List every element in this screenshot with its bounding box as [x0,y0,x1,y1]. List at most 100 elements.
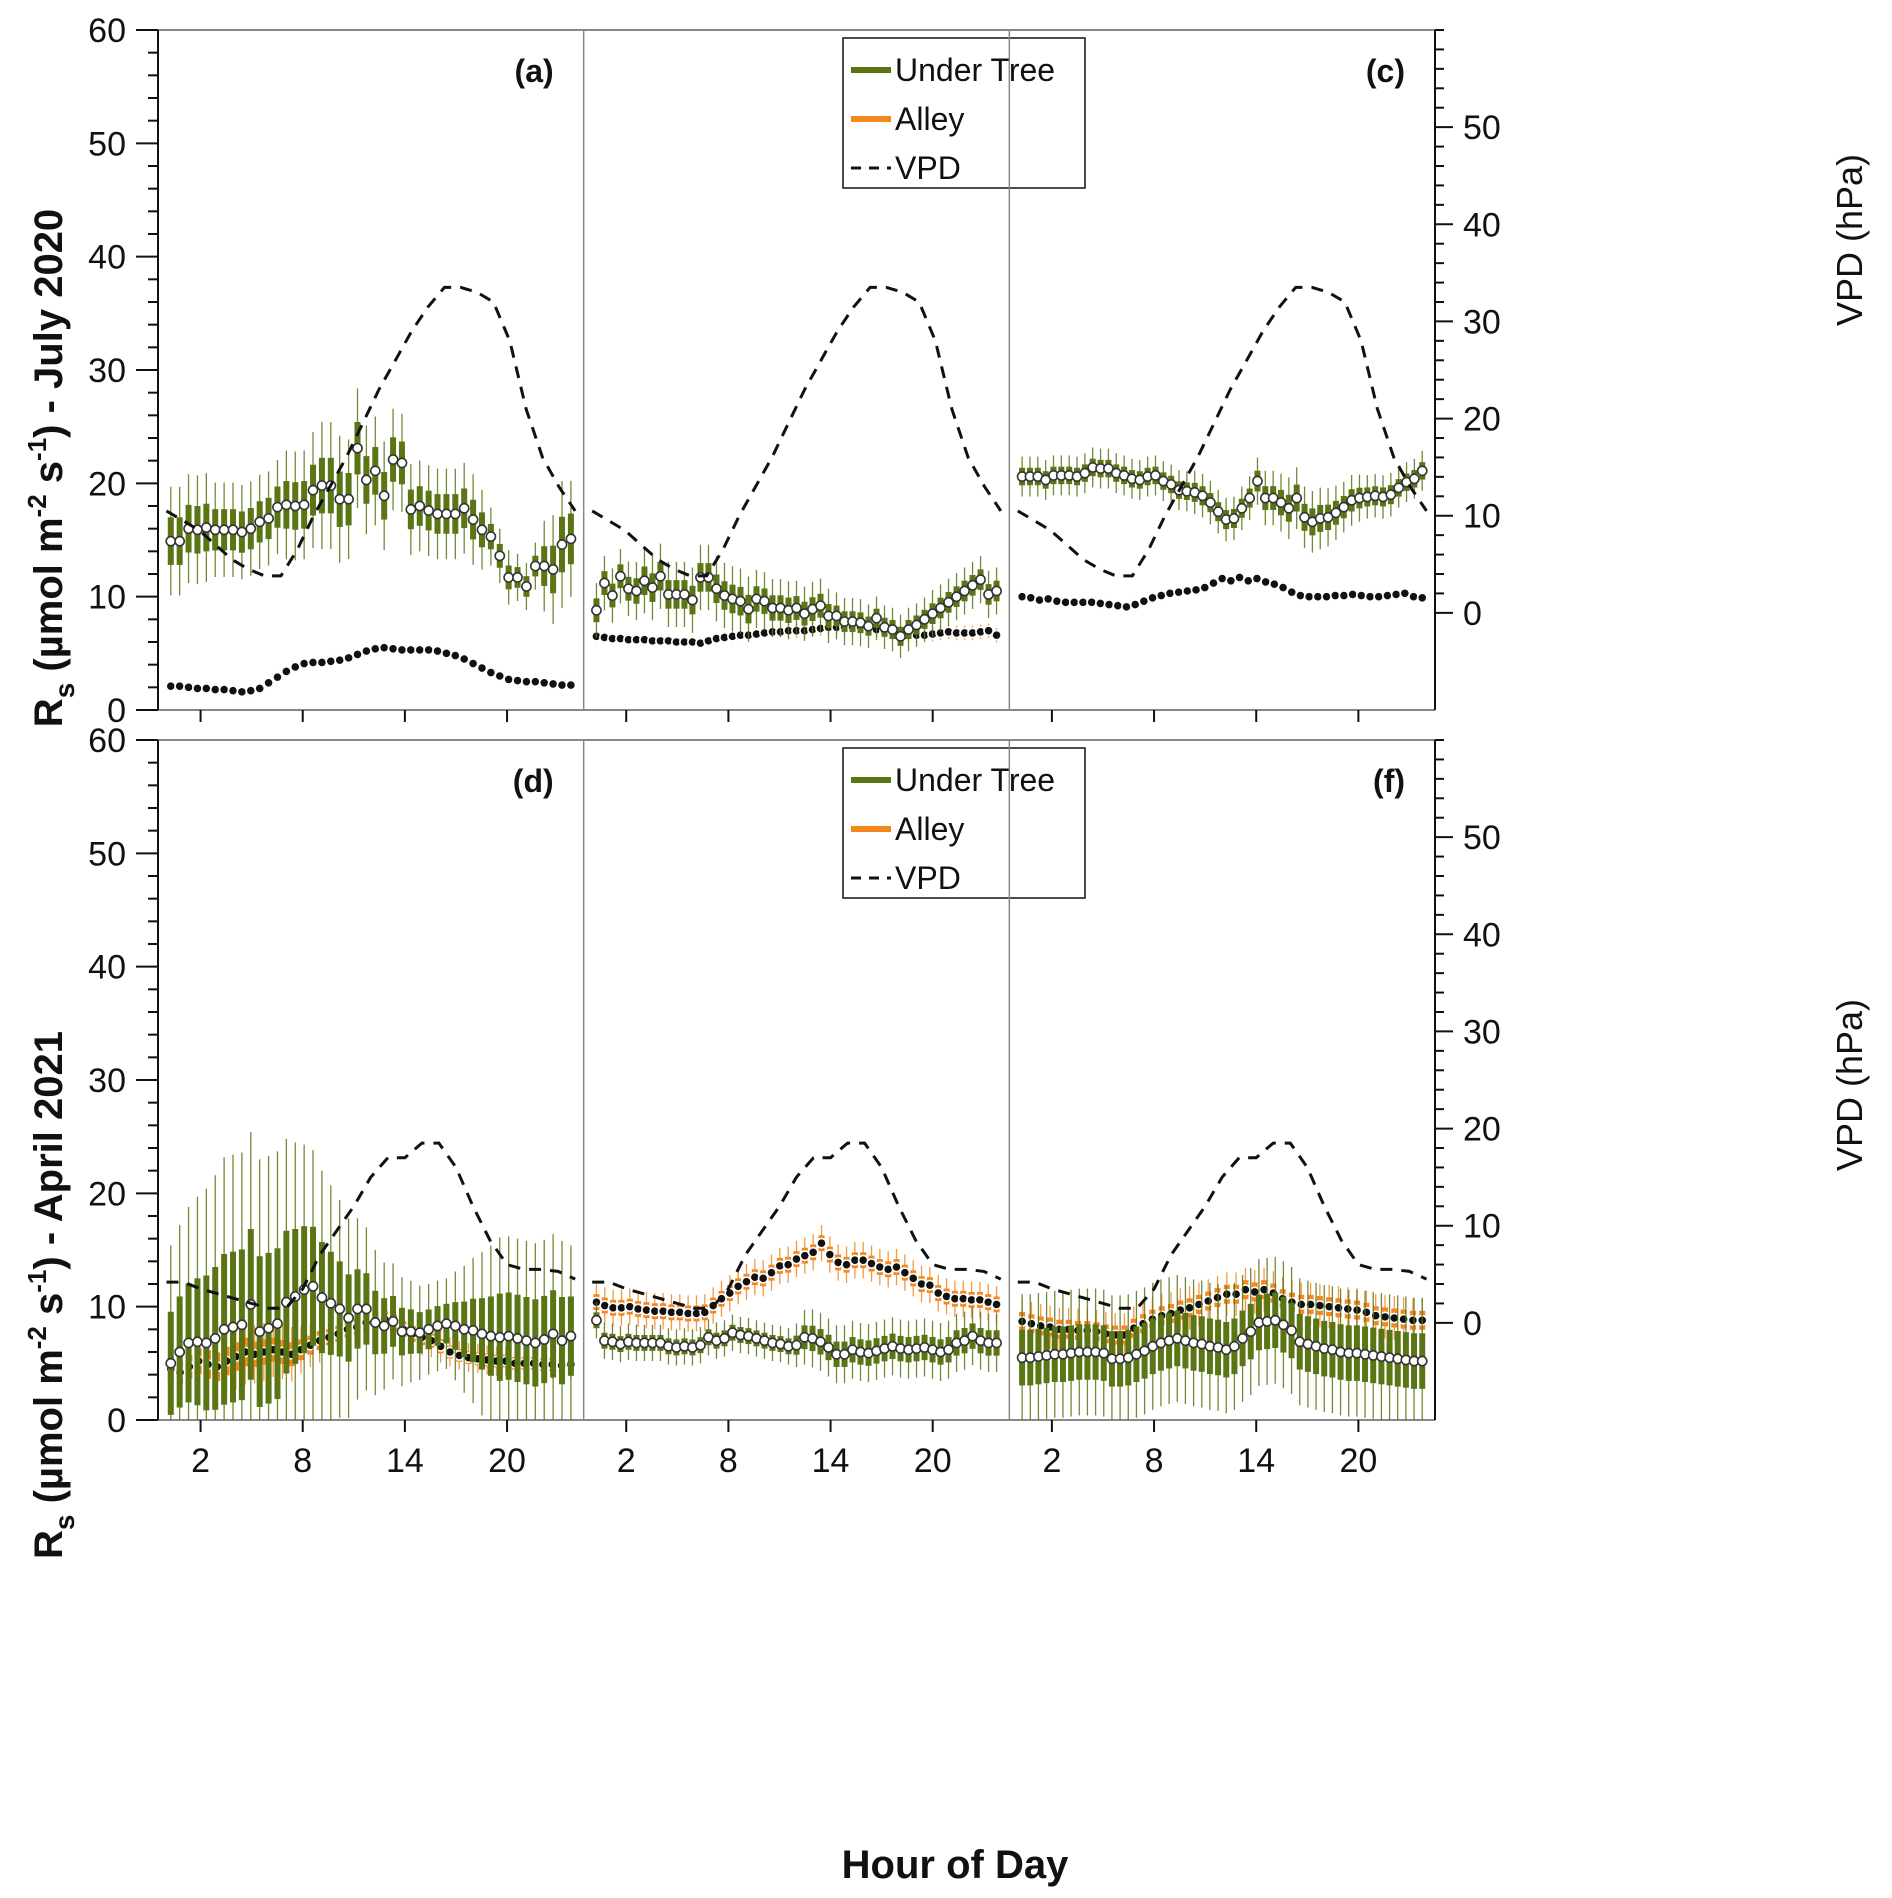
under-tree-box [879,605,890,650]
y2-tick-label: 10 [1463,498,1501,536]
y-tick-label: 40 [88,239,126,277]
under-tree-box [547,1234,559,1420]
alley-box [874,1248,886,1286]
alley-median [1199,582,1211,593]
panel-f: 2 8 14 20 (f) [1008,740,1428,1480]
under-tree-box [1354,474,1365,522]
alley-box [280,666,292,677]
alley-median [280,666,292,677]
under-tree-median [449,1320,461,1332]
under-tree-box [879,1319,890,1378]
under-tree-box [695,1327,706,1364]
alley-box [405,644,417,656]
under-tree-box [1302,1280,1314,1408]
under-tree-box [799,1310,810,1365]
legend-label: VPD [895,150,961,186]
under-tree-box [1180,1277,1191,1405]
ylabel-unit-s: s [27,461,71,494]
under-tree-box [687,1329,698,1366]
row-april-2021: 0 10 20 30 40 50 60 0 10 20 30 40 50 2 8 14 20 (d) 2 8 14 20 (… [88,722,1501,1480]
under-tree-box [871,596,882,640]
ylabel-sup-1: -1 [22,438,52,461]
alley-box [782,1246,794,1283]
under-tree-box [903,607,914,652]
under-tree-median [695,1339,706,1351]
under-tree-box [1384,1294,1395,1420]
y-tick-label: 40 [88,949,126,987]
alley-box [1103,599,1115,611]
under-tree-box [529,542,541,590]
under-tree-median [831,610,842,622]
y2-tick-label: 40 [1463,916,1501,954]
y2-tick-label: 0 [1463,1305,1482,1343]
alley-median [1138,595,1150,607]
alley-box [732,1268,744,1305]
alley-box [641,1291,652,1329]
under-tree-median [360,474,372,486]
alley-median [991,629,1002,641]
alley-median [396,644,408,656]
alley-box [396,644,408,656]
under-tree-box [1408,1297,1420,1420]
under-tree-median [711,583,722,595]
under-tree-median [1275,497,1287,508]
under-tree-box [799,586,810,641]
x-tick-label: 2 [617,1442,636,1480]
alley-median [529,676,541,688]
alley-box [991,627,1002,643]
ylabel-unit: (µmol m [27,517,71,682]
alley-median [236,686,248,698]
alley-median [1051,595,1063,607]
alley-box [316,656,328,668]
under-tree-box [1065,1289,1077,1417]
alley-median [538,677,550,689]
under-tree-median [1245,1326,1257,1337]
y-tick-label: 30 [88,352,126,390]
under-tree-median [503,572,515,583]
under-tree-median [791,602,802,614]
alley-box [307,656,319,668]
alley-box [369,643,381,655]
under-tree-box [1163,1277,1175,1405]
x-tick-label: 2 [191,1442,210,1480]
under-tree-median [1330,507,1342,519]
under-tree-median [263,1322,274,1334]
under-tree-median [458,502,470,514]
under-tree-median [967,579,978,591]
x-tick-label: 14 [1237,1442,1275,1480]
under-tree-box [863,1324,874,1383]
under-tree-median [254,1326,266,1337]
under-tree-box [855,1322,866,1382]
alley-box [1355,590,1367,601]
alley-box [1234,571,1245,583]
under-tree-box [1189,470,1201,515]
under-tree-box [1071,456,1083,497]
under-tree-box [1142,456,1154,497]
ylabel-r: R [27,1530,71,1559]
alley-box [891,1248,902,1286]
under-tree-median [591,1314,602,1326]
under-tree-median [975,574,986,586]
ylabel-unit-s: s [27,1293,71,1326]
alley-median [467,658,479,669]
alley-median [1333,1302,1344,1314]
under-tree-box [263,471,274,566]
alley-median [1342,1303,1354,1315]
alley-median [1225,575,1237,587]
under-tree-box [847,598,858,646]
under-tree-box [1063,455,1075,496]
under-tree-box [352,388,363,509]
alley-median [494,670,506,682]
ylabel-sub-s: s [49,683,80,699]
under-tree-box [1275,473,1287,532]
under-tree-box [378,441,390,551]
under-tree-box [767,578,778,638]
under-tree-median [263,513,274,524]
under-tree-box [887,607,898,652]
alley-box [1399,587,1411,599]
alley-median [1016,591,1028,603]
under-tree-median [895,630,906,642]
alley-box [695,637,706,649]
under-tree-box [735,568,746,634]
under-tree-box [174,486,186,596]
